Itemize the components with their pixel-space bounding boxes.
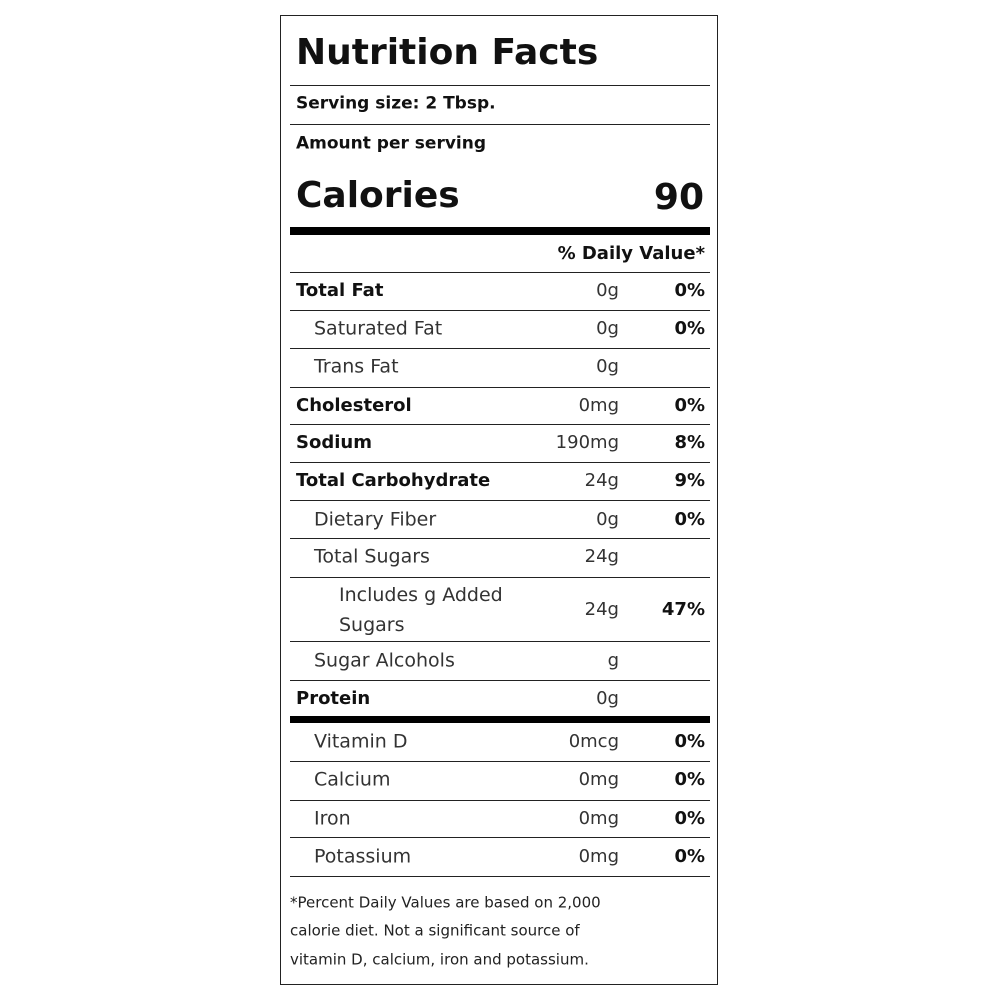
nutrient-name: Iron — [314, 807, 351, 830]
nutrient-name: Total Carbohydrate — [296, 470, 491, 491]
nutrient-amount: 0mcg — [568, 731, 619, 752]
daily-value: 0% — [674, 808, 705, 829]
nutrient-amount: 0g — [596, 688, 619, 709]
daily-value: 9% — [674, 470, 705, 491]
daily-value: 0% — [674, 318, 705, 339]
nutrient-amount: 0mg — [578, 808, 619, 829]
divider — [290, 500, 710, 501]
divider — [290, 876, 710, 877]
title: Nutrition Facts — [296, 32, 599, 73]
daily-value: 8% — [674, 432, 705, 453]
nutrient-name: Total Fat — [296, 280, 384, 301]
divider — [290, 124, 710, 125]
divider — [290, 577, 710, 578]
daily-value: 0% — [674, 395, 705, 416]
footnote-line: vitamin D, calcium, iron and potassium. — [290, 950, 589, 969]
nutrient-name: Trans Fat — [314, 355, 399, 378]
nutrient-amount: 0mg — [578, 769, 619, 790]
divider — [290, 800, 710, 801]
nutrient-amount: 24g — [584, 546, 619, 567]
divider — [290, 462, 710, 463]
nutrient-amount: 0g — [596, 318, 619, 339]
serving-size: Serving size: 2 Tbsp. — [296, 93, 496, 114]
nutrient-name: Potassium — [314, 845, 412, 868]
nutrient-amount: 24g — [584, 470, 619, 491]
nutrient-name: Sugar Alcohols — [314, 649, 455, 672]
daily-value: 0% — [674, 731, 705, 752]
divider — [290, 348, 710, 349]
daily-value: 0% — [674, 846, 705, 867]
nutrient-amount: g — [607, 650, 619, 671]
divider — [290, 424, 710, 425]
nutrient-name: Vitamin D — [314, 730, 408, 753]
divider — [290, 641, 710, 642]
footnote-line: *Percent Daily Values are based on 2,000 — [290, 893, 601, 912]
nutrient-name: Cholesterol — [296, 395, 412, 416]
divider — [290, 85, 710, 86]
divider — [290, 538, 710, 539]
calories-label: Calories — [296, 175, 460, 216]
nutrient-amount: 190mg — [555, 432, 619, 453]
nutrient-name: Calcium — [314, 768, 391, 791]
divider — [290, 310, 710, 311]
nutrient-name: Includes g Added Sugars — [339, 584, 503, 636]
daily-value: 0% — [674, 280, 705, 301]
divider — [290, 387, 710, 388]
calories-value: 90 — [653, 177, 704, 218]
daily-value-header: % Daily Value* — [557, 243, 705, 264]
footnote-line: calorie diet. Not a significant source o… — [290, 921, 580, 940]
nutrient-amount: 0mg — [578, 846, 619, 867]
nutrient-name: Sodium — [296, 432, 372, 453]
nutrient-amount: 24g — [584, 599, 619, 620]
daily-value: 0% — [674, 509, 705, 530]
nutrient-name: Total Sugars — [314, 545, 430, 568]
nutrient-amount: 0g — [596, 356, 619, 377]
daily-value: 0% — [674, 769, 705, 790]
divider — [290, 761, 710, 762]
divider — [290, 680, 710, 681]
divider — [290, 837, 710, 838]
nutrient-amount: 0g — [596, 509, 619, 530]
nutrient-amount: 0g — [596, 280, 619, 301]
thick-divider — [290, 716, 710, 723]
nutrient-name: Dietary Fiber — [314, 508, 437, 531]
amount-per-serving: Amount per serving — [296, 133, 487, 154]
nutrient-name: Protein — [296, 688, 371, 709]
nutrition-label — [280, 15, 718, 985]
thick-divider — [290, 227, 710, 235]
nutrient-amount: 0mg — [578, 395, 619, 416]
divider — [290, 272, 710, 273]
nutrient-name: Saturated Fat — [314, 317, 443, 340]
daily-value: 47% — [661, 599, 705, 620]
